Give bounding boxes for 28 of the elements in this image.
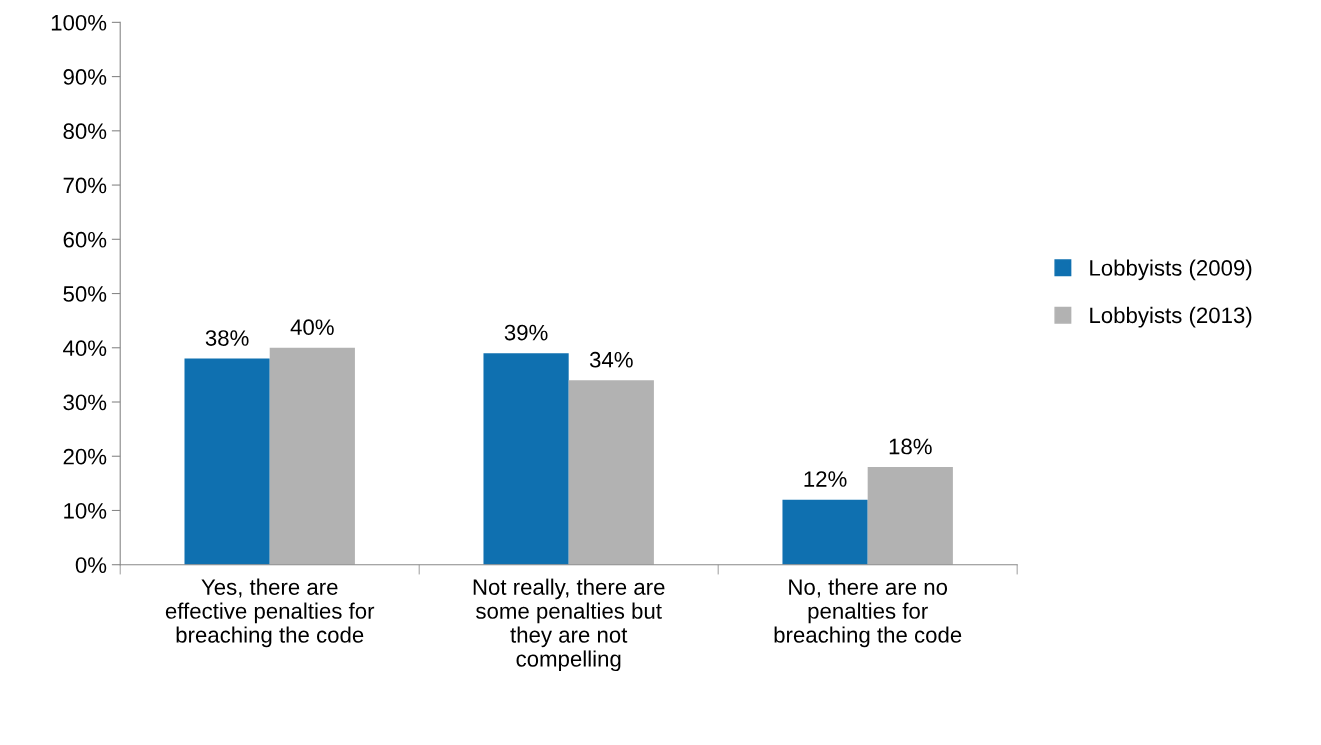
y-tick-label: 60% [63,231,107,248]
bar [483,353,569,565]
y-tick-label: 70% [63,177,107,194]
data-label: 39% [504,324,548,341]
x-tick-label: Yes, there are effective penalties for breaching the code [165,578,375,648]
x-tick-label: No, there are no penalties for breaching the code [774,578,962,648]
bar [184,358,270,565]
y-tick-label: 40% [63,340,107,357]
data-label: 12% [804,471,847,487]
legend-label: Lobbyists (2009) [1090,259,1252,281]
y-tick-label: 80% [63,123,107,140]
bar [782,499,868,565]
bar [269,347,355,565]
bar [867,467,953,565]
data-label: 34% [589,351,633,368]
y-tick-label: 20% [63,448,107,465]
x-tick-label: Not really, there are some penalties but they are not compelling [473,578,665,672]
y-tick-label: 100% [51,14,107,31]
y-tick-label: 10% [64,503,107,519]
data-label: 18% [889,438,932,455]
y-tick-label: 30% [63,394,107,411]
legend-label: Lobbyists (2013) [1090,306,1252,328]
data-label: 40% [290,319,334,336]
bar [568,380,654,565]
y-tick-label: 50% [63,286,107,302]
data-label: 38% [205,330,249,346]
y-tick-label: 90% [63,69,107,85]
y-tick-label: 0% [75,557,107,573]
